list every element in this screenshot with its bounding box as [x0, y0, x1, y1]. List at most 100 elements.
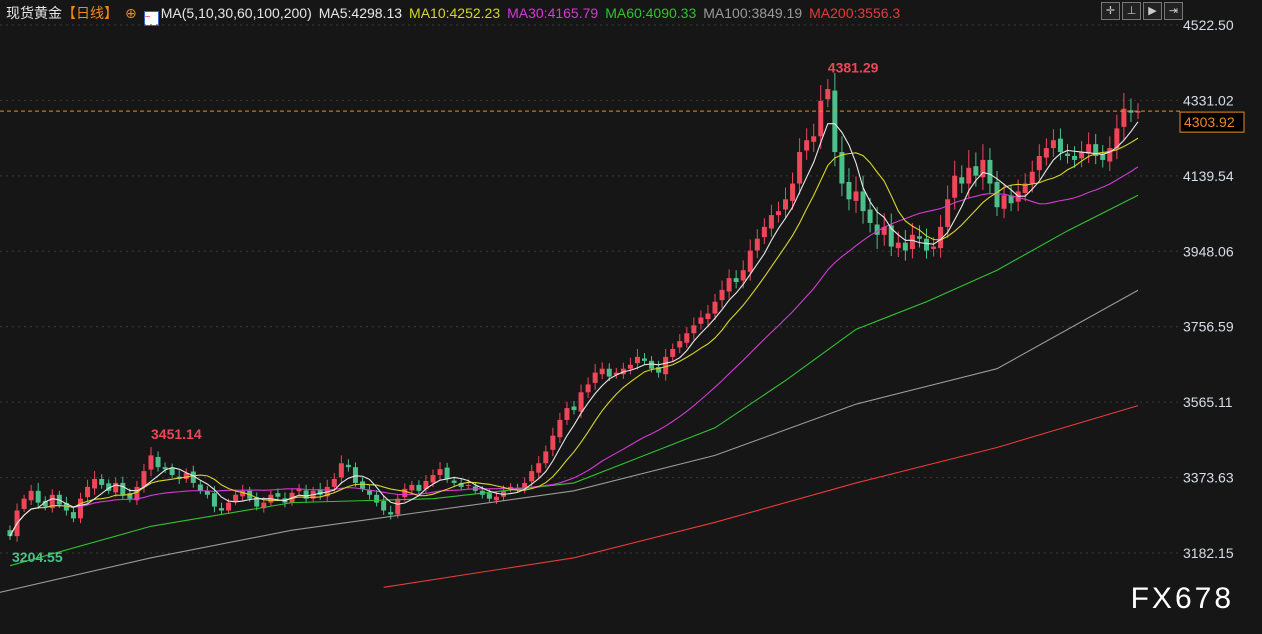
symbol-name: 现货黄金 — [6, 5, 62, 21]
candle-body — [839, 152, 845, 184]
last-price-label: 4303.92 — [1184, 114, 1235, 130]
ma-params: MA(5,10,30,60,100,200) — [160, 5, 312, 21]
ma-label: MA60:4090.33 — [605, 5, 697, 21]
candle-body — [162, 467, 168, 470]
candle-body — [578, 392, 584, 412]
candle-body — [874, 224, 880, 235]
candle-body — [698, 317, 704, 324]
candle-body — [99, 479, 105, 485]
candle-body — [592, 372, 598, 383]
play-icon[interactable]: ▶ — [1143, 2, 1162, 20]
candle-body — [797, 152, 803, 184]
candle-body — [959, 177, 965, 184]
candle-body — [402, 488, 408, 498]
candle-body — [768, 215, 774, 229]
candle-body — [317, 489, 323, 495]
candle-body — [994, 181, 1000, 208]
candle-body — [367, 490, 373, 495]
candle-body — [1093, 144, 1099, 156]
candle-body — [987, 159, 993, 184]
candle-body — [233, 494, 239, 502]
candle-body — [1008, 195, 1014, 204]
settings-circle-icon[interactable]: ⊕ — [125, 5, 137, 21]
candle-body — [360, 481, 365, 489]
axis-scale-icon[interactable]: ⊥ — [1122, 2, 1141, 20]
candle-body — [1079, 152, 1085, 159]
candle-body — [148, 455, 154, 470]
candle-body — [909, 234, 915, 249]
candle-body — [1050, 140, 1056, 149]
price-annotation: 3451.14 — [151, 426, 202, 442]
period-selector[interactable]: 【日线】 — [62, 5, 118, 21]
candle-body — [902, 242, 908, 251]
candle-body — [1001, 195, 1007, 209]
candle-body — [35, 490, 41, 503]
candle-body — [691, 325, 697, 334]
candle-body — [719, 289, 725, 301]
candle-body — [881, 226, 887, 235]
ma10-line — [9, 137, 1139, 537]
candle-body — [423, 480, 429, 490]
candle-body — [761, 226, 767, 238]
candle-body — [684, 333, 690, 343]
candle-body — [924, 238, 929, 251]
chart-toolbar: ✛ ⊥ ▶ ⇥ — [1101, 2, 1183, 20]
candle-body — [790, 183, 796, 201]
candle-body — [543, 451, 549, 464]
candle-body — [670, 349, 676, 357]
candle-body — [860, 191, 866, 212]
candle-body — [656, 367, 662, 373]
y-tick-label: 3565.11 — [1183, 394, 1233, 410]
candle-body — [564, 408, 570, 420]
candle-body — [606, 368, 612, 377]
candle-body — [63, 503, 69, 511]
candle-body — [28, 490, 34, 501]
candle-body — [1072, 155, 1078, 160]
candle-body — [1100, 154, 1106, 160]
candle-body — [219, 508, 224, 511]
crosshair-icon[interactable]: ✛ — [1101, 2, 1120, 20]
candle-body — [381, 501, 387, 511]
ma200-line — [383, 405, 1139, 588]
candle-body — [973, 166, 979, 176]
candle-body — [705, 313, 711, 320]
ma-label: MA200:3556.3 — [809, 5, 901, 21]
candle-body — [945, 199, 951, 227]
candle-body — [1107, 148, 1113, 162]
candle-body — [931, 246, 937, 249]
candle-body — [783, 199, 788, 210]
watermark: FX678 — [1130, 582, 1234, 615]
candle-body — [550, 435, 556, 450]
ma-label: MA10:4252.23 — [409, 5, 501, 21]
candle-body — [1043, 148, 1049, 158]
candle-body — [599, 368, 605, 375]
last-price-box — [1179, 111, 1245, 133]
candle-body — [1121, 108, 1127, 127]
candle-body — [240, 490, 246, 497]
exit-right-icon[interactable]: ⇥ — [1164, 2, 1183, 20]
ma5-line — [9, 121, 1139, 537]
candle-body — [952, 175, 958, 198]
candle-body — [557, 419, 563, 438]
candle-body — [754, 238, 760, 251]
candle-body — [663, 356, 669, 375]
candle-body — [155, 456, 161, 468]
y-tick-label: 3948.06 — [1183, 243, 1234, 259]
candle-body — [501, 490, 506, 497]
candle-body — [493, 496, 499, 501]
candle-body — [254, 497, 260, 507]
price-annotation: 3204.55 — [12, 549, 63, 565]
y-tick-label: 4522.50 — [1183, 17, 1234, 33]
candle-body — [169, 467, 175, 476]
candle-body — [536, 463, 542, 473]
candle-body — [529, 471, 535, 482]
candle-body — [374, 494, 380, 503]
candle-body — [677, 341, 683, 348]
candle-body — [916, 236, 922, 239]
candle-body — [42, 501, 48, 507]
ma-label: MA30:4165.79 — [507, 5, 599, 21]
candle-body — [183, 473, 189, 480]
candle-body — [1135, 111, 1141, 113]
candle-body — [726, 278, 732, 292]
